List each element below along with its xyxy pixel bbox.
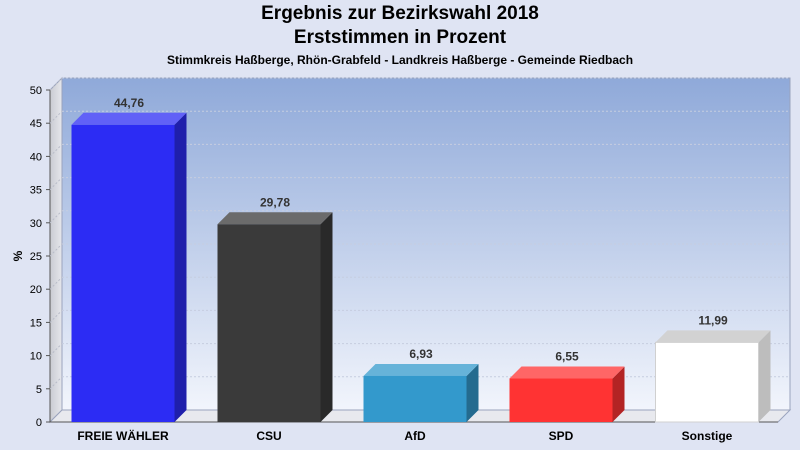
x-tick-label: CSU: [256, 429, 281, 443]
bar-top: [71, 112, 187, 125]
y-tick-label: 35: [30, 185, 42, 197]
bar-side: [758, 330, 771, 422]
x-tick-label: SPD: [549, 429, 574, 443]
x-tick-label: FREIE WÄHLER: [77, 428, 169, 443]
bar-top: [655, 330, 771, 343]
bar: [363, 375, 467, 422]
bar-csu: [217, 212, 333, 422]
value-label: 6,55: [555, 350, 579, 364]
bar: [509, 378, 613, 422]
y-tick-label: 45: [30, 118, 42, 130]
y-tick-label: 0: [36, 417, 42, 429]
y-tick-label: 30: [30, 218, 42, 230]
grid-line: [49, 243, 63, 257]
bar: [71, 124, 175, 422]
y-tick-label: 25: [30, 251, 42, 263]
y-tick-label: 5: [36, 384, 42, 396]
bar: [655, 341, 759, 423]
y-axis-label: %: [11, 250, 25, 261]
value-label: 29,78: [260, 195, 290, 209]
y-tick-label: 40: [30, 151, 42, 163]
chart-title: Ergebnis zur Bezirkswahl 2018: [261, 3, 539, 24]
bar-freie-wähler: [71, 112, 187, 422]
value-label: 44,76: [114, 96, 144, 110]
grid-line: [49, 210, 63, 224]
grid-line: [49, 177, 63, 190]
bar-spd: [509, 366, 625, 422]
bar-sonstige: [655, 330, 771, 423]
y-tick-label: 20: [30, 284, 42, 296]
grid-line: [49, 77, 63, 91]
bar-top: [509, 366, 625, 379]
x-tick-label: AfD: [404, 429, 426, 443]
value-label: 6,93: [409, 347, 433, 361]
bar-side: [320, 212, 333, 422]
y-tick-label: 15: [30, 317, 42, 329]
chart-subtitle: Erststimmen in Prozent: [293, 27, 507, 48]
bar-afd: [363, 363, 479, 422]
grid-line: [49, 343, 63, 356]
bar-top: [217, 212, 333, 225]
bar-side: [174, 112, 187, 422]
bar: [217, 224, 321, 422]
chart-caption: Stimmkreis Haßberge, Rhön-Grabfeld - Lan…: [166, 53, 634, 67]
bar-side: [612, 366, 625, 422]
grid-line: [49, 144, 63, 157]
grid-line: [49, 276, 63, 290]
y-tick-label: 50: [30, 85, 42, 97]
bar-side: [466, 363, 479, 422]
value-label: 11,99: [698, 313, 728, 327]
grid-line: [49, 310, 63, 323]
x-tick-label: Sonstige: [682, 429, 733, 443]
y-tick-label: 10: [30, 351, 42, 363]
bar-top: [363, 363, 479, 376]
grid-line: [49, 376, 63, 390]
grid-line: [49, 110, 63, 124]
